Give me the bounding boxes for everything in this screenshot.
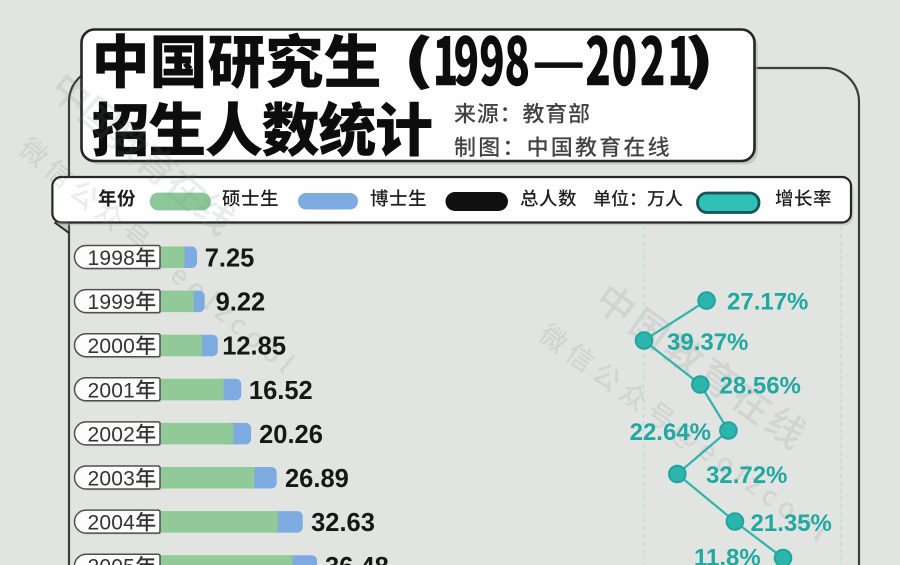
svg-text:22.64%: 22.64% (630, 419, 711, 446)
svg-text:2005: 2005 (88, 556, 136, 565)
svg-text:2000: 2000 (88, 335, 136, 358)
svg-text:32.63: 32.63 (311, 509, 375, 537)
svg-text:7.25: 7.25 (205, 245, 255, 273)
svg-text:20.26: 20.26 (259, 421, 323, 449)
svg-text:11.8%: 11.8% (694, 545, 761, 565)
svg-text:1999: 1999 (88, 291, 136, 314)
svg-text:26.89: 26.89 (285, 465, 349, 493)
svg-text:9.22: 9.22 (216, 289, 266, 317)
svg-text:2003: 2003 (88, 468, 136, 491)
svg-text:27.17%: 27.17% (727, 289, 808, 316)
svg-text:39.37%: 39.37% (667, 329, 748, 356)
svg-text:36.48: 36.48 (325, 553, 389, 565)
svg-text:16.52: 16.52 (249, 377, 313, 405)
svg-text:2001: 2001 (88, 379, 136, 402)
svg-text:2002: 2002 (88, 423, 136, 446)
svg-text:28.56%: 28.56% (720, 373, 801, 400)
svg-text:12.85: 12.85 (222, 333, 286, 361)
svg-text:1998: 1998 (88, 247, 136, 270)
svg-text:2004: 2004 (88, 512, 136, 535)
svg-text:21.35%: 21.35% (751, 510, 832, 537)
svg-text:32.72%: 32.72% (706, 462, 787, 489)
